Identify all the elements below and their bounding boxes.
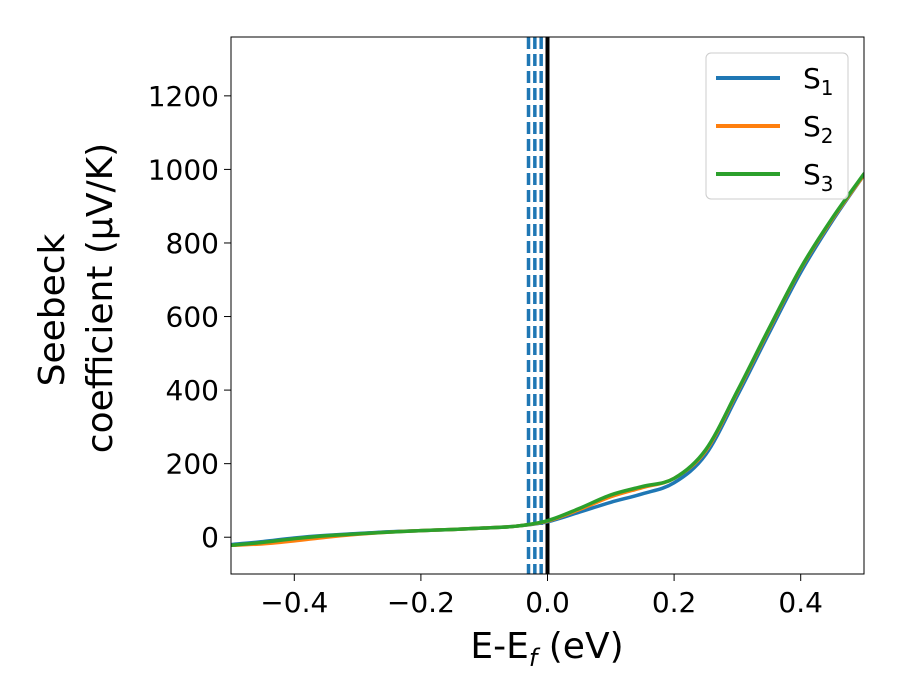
legend-label-s3: S3 [803,158,834,196]
x-axis: −0.4 −0.2 0.0 0.2 0.4 [260,574,823,619]
legend-label-s1: S1 [803,62,834,100]
y-tick-label: 0 [201,521,219,554]
y-tick-label: 600 [166,301,219,334]
y-axis-title-line1: Seebeck [32,233,73,386]
y-tick-label: 400 [166,374,219,407]
series-lines [231,172,864,548]
x-tick-label: 0.4 [778,586,823,619]
x-tick-label: 0.0 [525,586,570,619]
y-axis: 0 200 400 600 800 1000 1200 [148,80,231,554]
series-line-s3 [231,172,864,548]
x-axis-title: E-Ef (eV) [470,626,623,672]
legend: S1 S2 S3 [705,52,849,200]
x-axis-title-main: E-E [470,626,528,667]
y-axis-title-line2: coefficient (μV/K) [80,143,121,453]
y-tick-label: 200 [166,448,219,481]
x-tick-label: −0.4 [260,586,328,619]
reference-lines [526,37,550,574]
x-tick-label: −0.2 [387,586,455,619]
x-axis-title-unit: (eV) [537,626,623,667]
legend-label-s2: S2 [803,110,834,148]
y-tick-label: 1000 [148,153,219,186]
y-tick-label: 1200 [148,80,219,113]
y-tick-label: 800 [166,227,219,260]
x-tick-label: 0.2 [652,586,697,619]
